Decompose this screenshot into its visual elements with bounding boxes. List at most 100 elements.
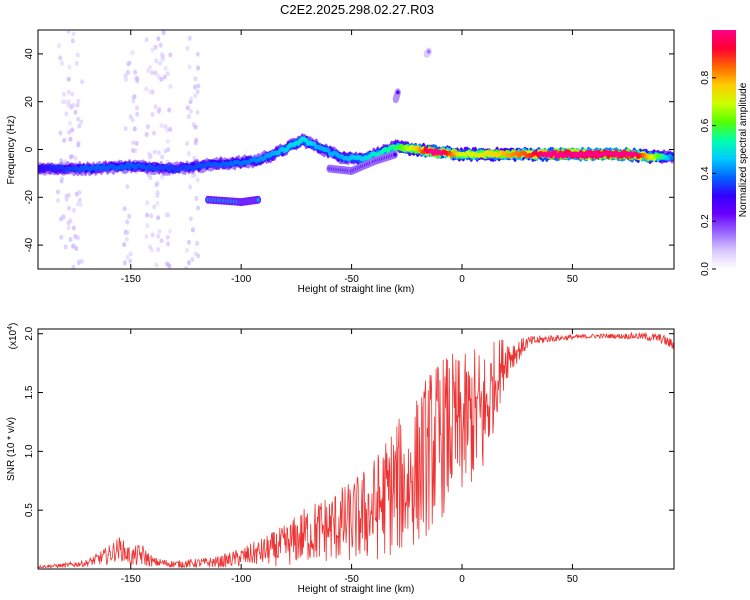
- spectrogram-cell: [77, 123, 82, 129]
- spectrogram-cell: [152, 130, 157, 136]
- colorbar-tick-label: 0.2: [700, 214, 711, 228]
- spectrogram-cell: [145, 223, 150, 229]
- spectrogram-cell: [193, 124, 198, 130]
- spectrogram-cell: [77, 197, 82, 203]
- spectrogram-cell: [163, 124, 168, 130]
- spectrogram-cell: [125, 184, 130, 190]
- spectrogram-cell: [125, 219, 130, 225]
- spectrogram-cell: [124, 237, 129, 243]
- spectrogram-cell: [186, 114, 191, 120]
- spectrogram-cell: [75, 102, 80, 108]
- spectrogram-cell: [64, 111, 69, 117]
- spectrogram-cell: [167, 263, 172, 269]
- colorbar: 0.0 0.2 0.4 0.6 0.8 Normalized spectral ampl…: [700, 30, 749, 276]
- spectrogram-cell: [66, 30, 71, 34]
- spectrogram-cell: [168, 83, 173, 89]
- spectrogram-cell: [76, 98, 81, 104]
- spectrogram-cell: [150, 111, 155, 117]
- y-tick-label: -40: [24, 237, 35, 252]
- spectrogram-cell: [193, 93, 198, 99]
- spectrogram-cell: [156, 246, 161, 252]
- spectrogram-cell: [66, 76, 71, 82]
- spectrogram-cell: [144, 86, 149, 92]
- x-tick-label: 50: [567, 274, 579, 285]
- colorbar-tick-label: 0.8: [700, 70, 711, 84]
- spectrogram-cell: [55, 189, 60, 195]
- spectrogram-cell: [156, 108, 161, 114]
- spectrogram-cell: [79, 119, 84, 125]
- spectrogram-cell: [185, 247, 190, 253]
- spectrogram-cell: [63, 244, 68, 250]
- spectrogram-cell: [66, 205, 71, 211]
- spectrogram-cell: [156, 74, 161, 80]
- spectrogram-cell: [185, 141, 190, 147]
- spectrogram-cell: [165, 138, 170, 144]
- spectrogram-cell: [196, 65, 201, 71]
- spectrogram-x-axis: -150 -100 -50 0 50: [121, 30, 579, 285]
- spectrogram-cell: [71, 264, 76, 269]
- spectrogram-cell: [68, 218, 73, 224]
- colorbar-tick-label: 0.0: [700, 262, 711, 276]
- spectrogram-cell: [156, 215, 161, 221]
- chart-title: C2E2.2025.298.02.27.R03: [280, 2, 434, 17]
- spectrogram-cell: [59, 60, 64, 66]
- spectrogram-cell: [70, 38, 75, 44]
- spectrogram-cell: [168, 52, 173, 58]
- y-tick-label: 1.5: [24, 385, 35, 399]
- spectrogram-cell: [156, 150, 161, 156]
- snr-x-axis: -150 -100 -50 0 50: [121, 329, 578, 585]
- spectrogram-cell: [61, 214, 66, 220]
- spectrogram-cell: [187, 64, 192, 70]
- spectrogram-cell: [125, 254, 130, 260]
- spectrogram-cell: [155, 192, 160, 198]
- spectrogram-cell: [125, 230, 130, 236]
- spectrogram-cell: [256, 197, 260, 202]
- spectrogram-cell: [165, 71, 170, 77]
- spectrogram-cell: [76, 140, 81, 146]
- spectrogram-cell: [60, 176, 65, 182]
- spectrogram-cell: [62, 137, 67, 143]
- spectrogram-cell: [396, 90, 400, 95]
- spectrogram-cell: [127, 213, 132, 219]
- spectrogram-cell: [149, 70, 154, 76]
- spectrogram-cell: [155, 180, 160, 186]
- spectrogram-cell: [128, 258, 133, 264]
- spectrogram-cell: [132, 126, 137, 132]
- spectrogram-marks: [38, 30, 674, 269]
- colorbar-scale: [712, 30, 736, 269]
- spectrogram-cell: [67, 129, 72, 135]
- spectrogram-cell: [159, 52, 164, 58]
- spectrogram-cell: [145, 200, 150, 206]
- spectrogram-cell: [144, 132, 149, 138]
- spectrogram-cell: [150, 232, 155, 238]
- spectrogram-cell: [74, 191, 79, 197]
- spectrogram-cell: [71, 207, 76, 213]
- spectrogram-cell: [62, 91, 67, 97]
- snr-x-label: Height of straight line (km): [298, 584, 415, 595]
- y-tick-label: 40: [24, 48, 35, 60]
- spectrogram-cell: [69, 153, 74, 159]
- spectrogram-cell: [58, 55, 63, 61]
- spectrogram-cell: [153, 104, 158, 110]
- spectrogram-cell: [184, 266, 189, 269]
- spectrogram-cell: [195, 177, 200, 183]
- spectrogram-cell: [70, 91, 75, 97]
- spectrogram-cell: [144, 37, 149, 43]
- spectrogram-cell: [159, 76, 164, 82]
- spectrogram-cell: [156, 233, 161, 239]
- colorbar-tick-label: 0.4: [700, 166, 711, 180]
- x-tick-label: 0: [459, 274, 465, 285]
- spectrogram-cell: [123, 76, 128, 82]
- snr-panel: -150 -100 -50 0 50 0.5 1.0 1.5 2.0 Height of st…: [6, 323, 675, 595]
- spectrogram-cell: [168, 126, 173, 132]
- spectrogram-cell: [166, 241, 171, 247]
- spectrogram-cell: [160, 174, 165, 180]
- spectrogram-cell: [150, 47, 155, 53]
- spectrogram-cell: [159, 122, 164, 128]
- spectrogram-cell: [160, 154, 165, 160]
- x-tick-label: -50: [344, 574, 359, 585]
- spectrogram-cell: [152, 149, 157, 155]
- y-tick-label: 2.0: [24, 326, 35, 340]
- y-tick-label: 0.5: [24, 503, 35, 517]
